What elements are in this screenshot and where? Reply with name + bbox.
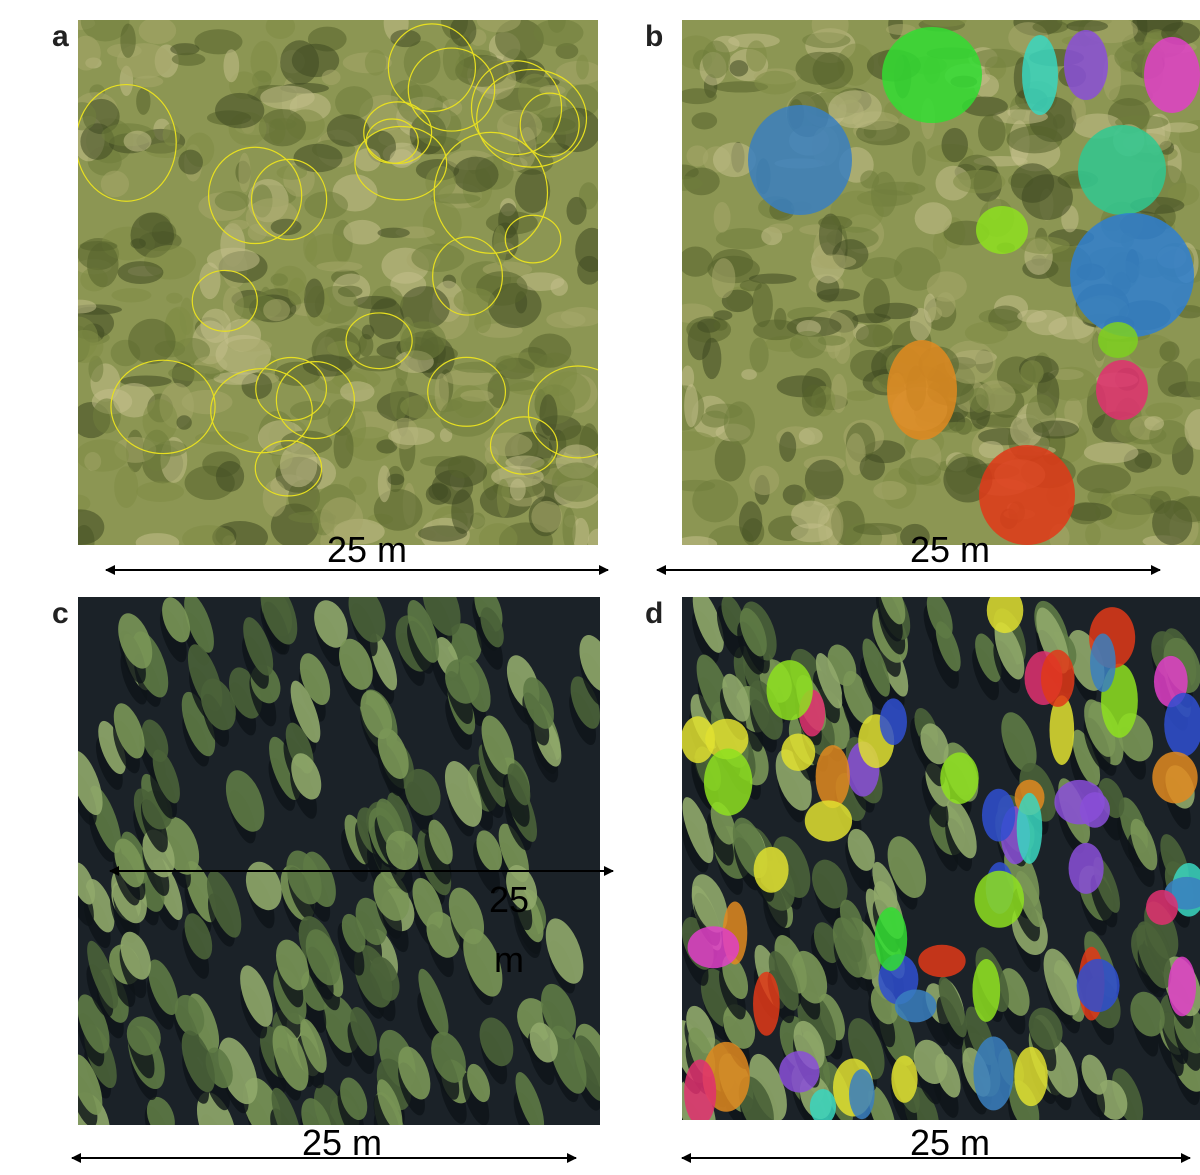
scale-label: 25 m	[484, 870, 534, 990]
scale-label: 25 m	[267, 532, 467, 568]
scale-label: 25 m	[242, 1125, 442, 1161]
panel-letter: b	[645, 20, 663, 54]
panel-letter: a	[52, 20, 69, 54]
scale-arrows	[0, 0, 1200, 1175]
panel-letter: c	[52, 597, 69, 631]
scale-label: 25 m	[850, 1125, 1050, 1161]
panel-letter: d	[645, 597, 663, 631]
figure: a b c d 25 m 25 m 25 m 25 m 25 m (() => …	[0, 0, 1200, 1175]
scale-label: 25 m	[850, 532, 1050, 568]
